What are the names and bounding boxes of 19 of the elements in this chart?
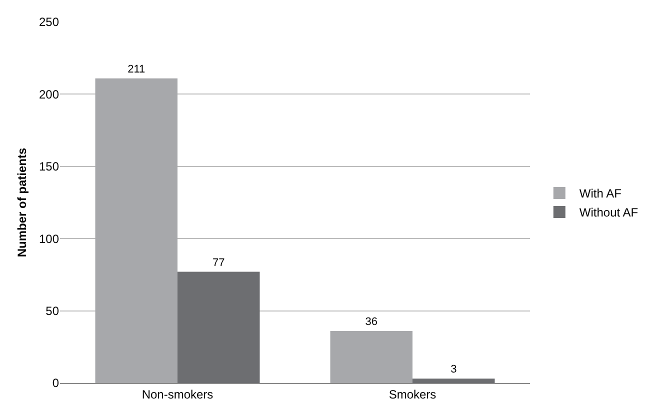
legend-label: With AF <box>579 186 622 201</box>
x-tick-label: Non-smokers <box>142 387 214 402</box>
bar <box>330 331 412 383</box>
y-tick-label: 0 <box>52 376 60 390</box>
y-tick-label: 250 <box>38 15 60 30</box>
y-tick-label: 50 <box>46 304 60 318</box>
bar <box>95 78 178 383</box>
data-label: 3 <box>450 364 457 376</box>
bar <box>178 272 260 383</box>
legend-label: Without AF <box>579 206 638 220</box>
y-tick-label: 150 <box>38 160 60 174</box>
data-label: 77 <box>212 256 225 269</box>
y-tick-label: 200 <box>38 87 60 102</box>
y-tick-label: 100 <box>38 232 60 246</box>
data-label: 36 <box>365 316 378 328</box>
bar <box>412 378 495 383</box>
x-tick-label: Smokers <box>388 387 436 402</box>
y-axis-title: Number of patients <box>15 148 29 258</box>
data-label: 211 <box>128 63 146 76</box>
